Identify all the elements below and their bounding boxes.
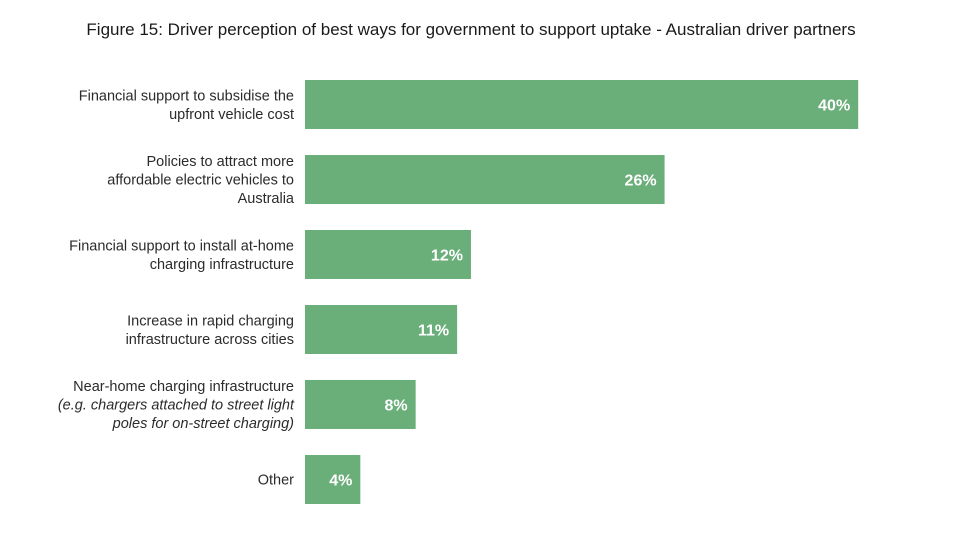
value-label: 26% (625, 173, 657, 190)
value-label: 12% (431, 248, 463, 265)
category-label-line: charging infrastructure (150, 257, 294, 273)
category-label-line: infrastructure across cities (126, 332, 294, 348)
category-label-line: affordable electric vehicles to (107, 173, 294, 189)
category-label-line: poles for on-street charging) (112, 416, 294, 432)
category-label: Financial support to subsidise the upfron… (79, 88, 294, 123)
category-label-line: Increase in rapid charging (127, 313, 294, 329)
bars (305, 80, 859, 504)
category-label-line: upfront vehicle cost (169, 107, 294, 123)
category-label-line: Financial support to install at-home (69, 238, 294, 254)
bar (305, 230, 471, 279)
value-label: 11% (418, 323, 449, 340)
category-label: Near-home charging infrastructure (e.g. c… (58, 379, 295, 432)
category-label-line: (e.g. chargers attached to street light (58, 398, 295, 414)
category-label: Policies to attract more affordable elect… (107, 154, 295, 207)
category-label: Financial support to install at-home char… (69, 238, 294, 273)
value-label: 4% (329, 473, 352, 490)
category-label-line: Other (258, 473, 294, 489)
category-label: Increase in rapid charging infrastructure… (126, 313, 294, 348)
category-label-line: Near-home charging infrastructure (73, 379, 294, 395)
category-label-line: Policies to attract more (147, 154, 294, 170)
category-label-line: Australia (238, 191, 295, 207)
chart-title: Figure 15: Driver perception of best way… (86, 20, 855, 39)
category-labels: Financial support to subsidise the upfron… (58, 88, 295, 488)
category-label: Other (258, 473, 294, 489)
value-label: 40% (818, 98, 850, 115)
bar (305, 155, 665, 204)
bar (305, 455, 361, 504)
bar (305, 80, 859, 129)
bar (305, 305, 458, 354)
value-labels: 40% 26% 12% 11% 8% 4% (329, 98, 850, 490)
bar (305, 380, 416, 429)
category-label-line: Financial support to subsidise the (79, 88, 294, 104)
value-label: 8% (385, 398, 408, 415)
